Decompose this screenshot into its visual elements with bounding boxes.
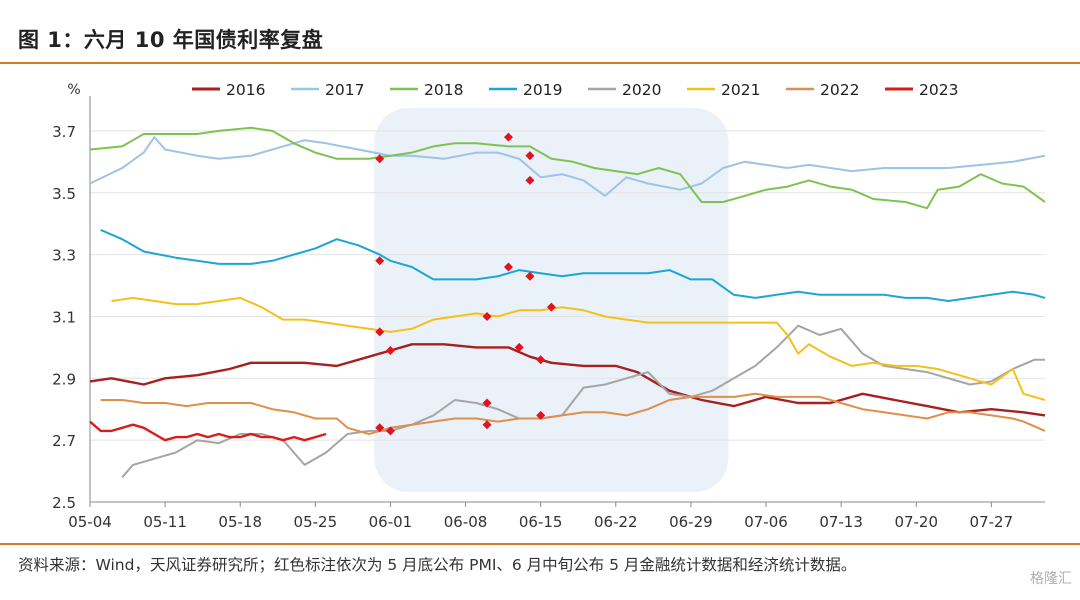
annotation-marker [503,132,513,142]
legend-label-2016: 2016 [226,81,265,99]
series-line-2017 [89,136,1046,197]
highlight-region [374,108,729,492]
x-tick-label: 05-18 [218,513,262,531]
series-line-2022 [100,392,1046,435]
annotation-marker [525,151,535,161]
x-tick-label: 07-13 [819,513,863,531]
annotation-marker [525,271,535,281]
annotation-marker [503,262,513,272]
annotation-marker [482,420,492,430]
annotation-marker [546,302,556,312]
x-tick-label: 07-06 [744,513,788,531]
y-tick-label: 2.9 [52,370,76,388]
annotation-marker [482,311,492,321]
series-line-2023 [89,420,327,442]
y-tick-label: 3.3 [52,247,76,265]
y-tick-label: 2.7 [52,432,76,450]
bottom-divider [0,543,1080,545]
x-tick-label: 06-08 [444,513,488,531]
legend-label-2019: 2019 [523,81,562,99]
annotation-marker [375,423,385,433]
annotation-marker [536,410,546,420]
legend-label-2022: 2022 [820,81,859,99]
annotation-marker [525,175,535,185]
y-axis-unit: % [67,82,80,98]
legend-label-2017: 2017 [325,81,364,99]
y-tick-label: 3.5 [52,185,76,203]
series-line-2019 [100,228,1046,302]
annotation-marker [375,327,385,337]
annotation-marker [385,345,395,355]
series-line-2021 [111,296,1046,401]
watermark-logo: 格隆汇 [1030,571,1072,587]
legend-label-2023: 2023 [919,81,958,99]
source-note: 资料来源：Wind，天风证券研究所；红色标注依次为 5 月底公布 PMI、6 月… [18,556,857,574]
x-tick-label: 05-04 [68,513,112,531]
x-tick-label: 07-20 [894,513,938,531]
annotation-marker [514,342,524,352]
y-tick-label: 3.1 [52,308,76,326]
x-tick-label: 05-11 [143,513,187,531]
annotation-marker [536,355,546,365]
x-tick-label: 06-22 [594,513,638,531]
legend-label-2020: 2020 [622,81,661,99]
legend-label-2021: 2021 [721,81,760,99]
series-line-2018 [89,126,1046,210]
annotation-marker [482,398,492,408]
y-tick-label: 3.7 [52,123,76,141]
x-tick-label: 07-27 [970,513,1014,531]
y-tick-label: 2.5 [52,494,76,512]
annotation-marker [385,426,395,436]
legend-label-2018: 2018 [424,81,463,99]
x-tick-label: 06-15 [519,513,563,531]
line-chart: 3.7 3.5 3.3 3.1 2.9 2.7 2.5% 05-04 05-11 05-18 05-… [52,81,1046,531]
annotation-marker [375,256,385,266]
annotation-marker [375,154,385,164]
figure-title: 图 1：六月 10 年国债利率复盘 [18,28,324,52]
top-divider [0,62,1080,64]
x-tick-label: 05-25 [294,513,338,531]
x-tick-label: 06-29 [669,513,713,531]
x-tick-label: 06-01 [369,513,413,531]
